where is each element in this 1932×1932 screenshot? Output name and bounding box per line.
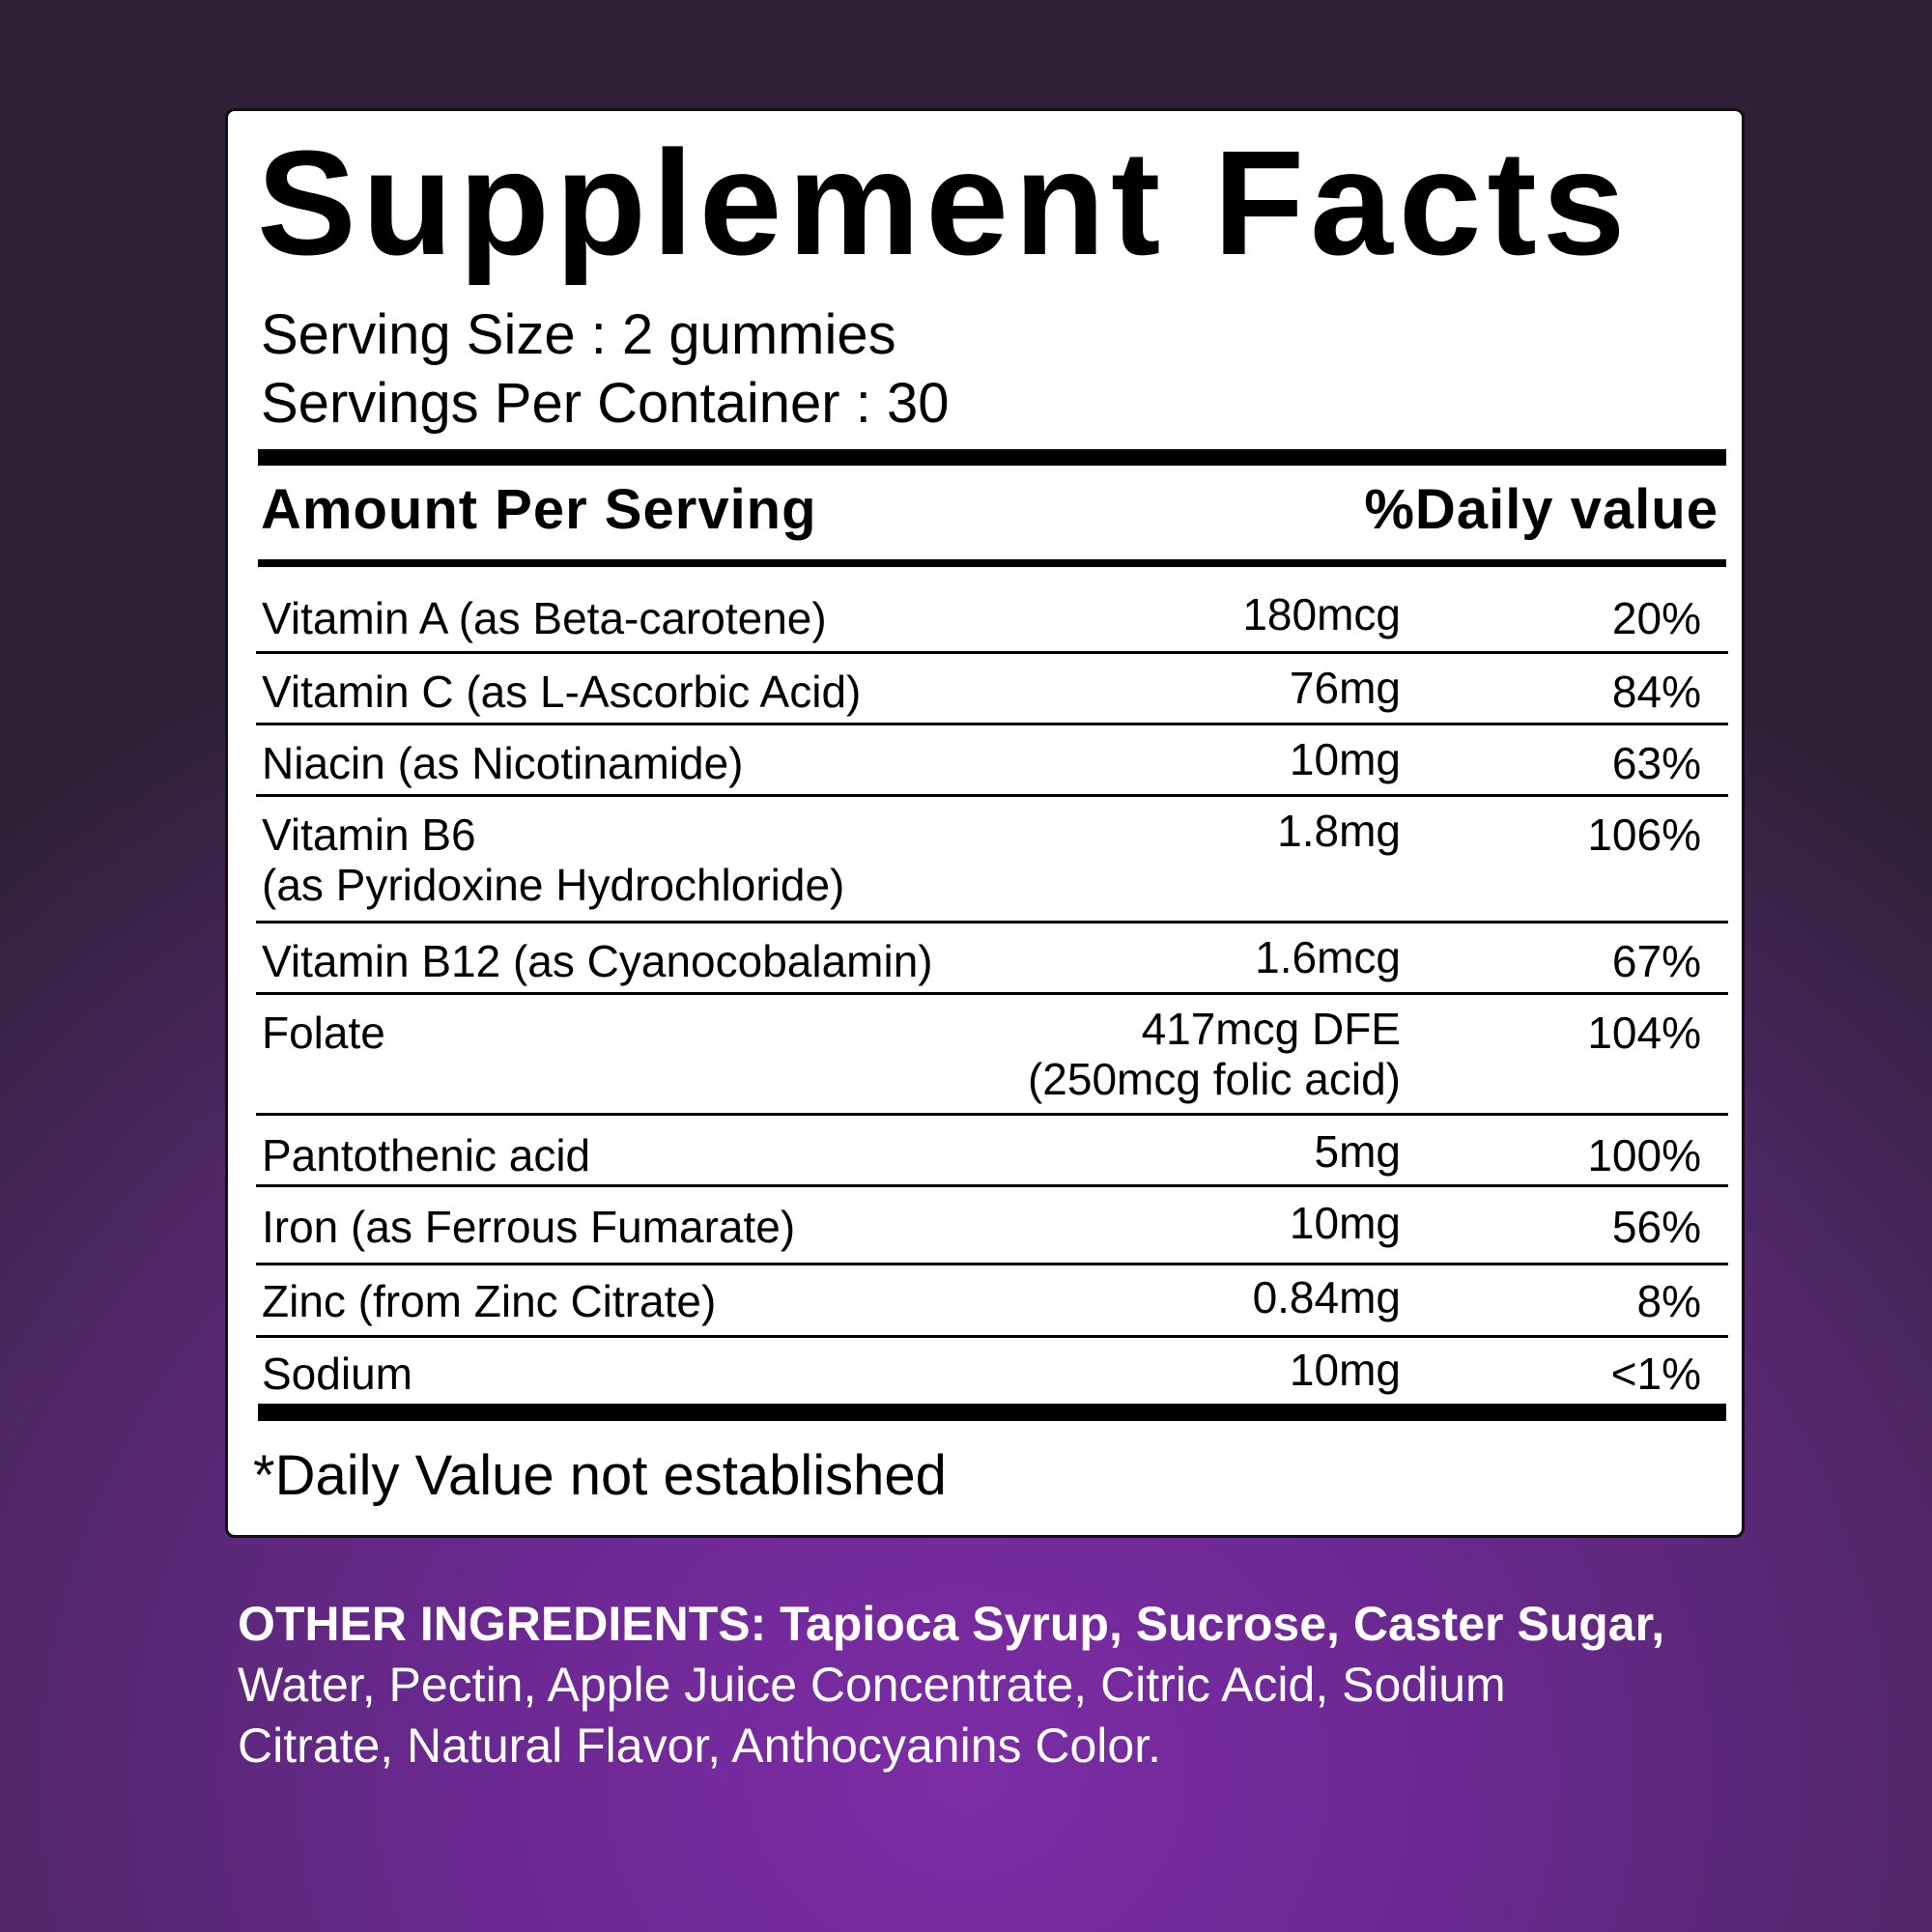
nutrient-daily-value: 67% — [1611, 936, 1701, 986]
nutrient-amount: 0.84mg — [1252, 1272, 1401, 1322]
daily-value-header: %Daily value — [1364, 478, 1719, 541]
nutrient-row: Vitamin C (as L-Ascorbic Acid) 76mg 84% — [256, 654, 1728, 725]
nutrient-row: Pantothenic acid 5mg 100% — [256, 1116, 1728, 1187]
nutrient-amount: 1.8mg — [1277, 806, 1401, 856]
supplement-facts-panel: Supplement Facts Serving Size : 2 gummie… — [225, 108, 1745, 1538]
nutrient-name: Pantothenic acid — [262, 1130, 591, 1180]
nutrient-amount: 10mg — [1289, 1198, 1401, 1248]
nutrient-amount: 417mcg DFE — [1141, 1004, 1401, 1054]
nutrient-amount: 5mg — [1314, 1126, 1401, 1177]
thick-divider — [258, 449, 1726, 466]
nutrient-name: Vitamin A (as Beta-carotene) — [262, 593, 827, 643]
nutrient-name-detail: (as Pyridoxine Hydrochloride) — [262, 860, 845, 910]
nutrient-daily-value: 100% — [1587, 1130, 1701, 1180]
amount-per-serving-header: Amount Per Serving — [261, 478, 817, 541]
nutrient-daily-value: 20% — [1611, 593, 1701, 643]
nutrient-name: Vitamin B6 — [262, 810, 476, 860]
panel-title: Supplement Facts — [257, 120, 1632, 286]
nutrient-row: Folate 417mcg DFE (250mcg folic acid) 10… — [256, 995, 1728, 1116]
nutrient-amount: 180mcg — [1242, 589, 1401, 639]
other-ingredients-bold: OTHER INGREDIENTS: Tapioca Syrup, Sucros… — [238, 1597, 1665, 1651]
nutrient-row: Zinc (from Zinc Citrate) 0.84mg 8% — [256, 1265, 1728, 1338]
nutrient-daily-value: 56% — [1611, 1202, 1701, 1252]
nutrient-amount: 1.6mcg — [1255, 932, 1401, 982]
nutrient-name: Iron (as Ferrous Fumarate) — [262, 1202, 796, 1252]
nutrient-name: Vitamin C (as L-Ascorbic Acid) — [262, 667, 862, 717]
nutrient-row: Iron (as Ferrous Fumarate) 10mg 56% — [256, 1187, 1728, 1265]
nutrient-amount-detail: (250mcg folic acid) — [1027, 1054, 1401, 1104]
nutrient-amount: 10mg — [1289, 734, 1401, 784]
nutrient-name: Sodium — [262, 1349, 412, 1399]
nutrient-row: Vitamin A (as Beta-carotene) 180mcg 20% — [256, 569, 1728, 654]
serving-size: Serving Size : 2 gummies — [261, 303, 896, 366]
nutrient-row: Niacin (as Nicotinamide) 10mg 63% — [256, 725, 1728, 797]
nutrient-amount: 10mg — [1289, 1345, 1401, 1395]
nutrient-amount: 76mg — [1289, 663, 1401, 713]
medium-divider — [258, 559, 1726, 567]
nutrient-daily-value: 106% — [1587, 810, 1701, 860]
nutrient-daily-value: 84% — [1611, 667, 1701, 717]
nutrient-daily-value: <1% — [1610, 1349, 1701, 1399]
nutrient-name: Zinc (from Zinc Citrate) — [262, 1276, 717, 1326]
nutrient-daily-value: 8% — [1636, 1276, 1701, 1326]
servings-per-container: Servings Per Container : 30 — [261, 372, 950, 435]
nutrient-name: Niacin (as Nicotinamide) — [262, 738, 744, 788]
other-ingredients-list: Water, Pectin, Apple Juice Concentrate, … — [238, 1658, 1506, 1773]
nutrient-daily-value: 63% — [1611, 738, 1701, 788]
nutrient-row: Vitamin B6 (as Pyridoxine Hydrochloride)… — [256, 797, 1728, 923]
nutrient-table: Vitamin A (as Beta-carotene) 180mcg 20% … — [256, 569, 1728, 1406]
nutrient-row: Sodium 10mg <1% — [256, 1338, 1728, 1406]
thick-divider-bottom — [258, 1404, 1726, 1421]
nutrient-name: Folate — [262, 1008, 385, 1058]
footnote: *Daily Value not established — [253, 1444, 947, 1507]
nutrient-daily-value: 104% — [1587, 1008, 1701, 1058]
nutrient-row: Vitamin B12 (as Cyanocobalamin) 1.6mcg 6… — [256, 923, 1728, 995]
other-ingredients: OTHER INGREDIENTS: Tapioca Syrup, Sucros… — [238, 1594, 1667, 1776]
nutrient-name: Vitamin B12 (as Cyanocobalamin) — [262, 936, 933, 986]
